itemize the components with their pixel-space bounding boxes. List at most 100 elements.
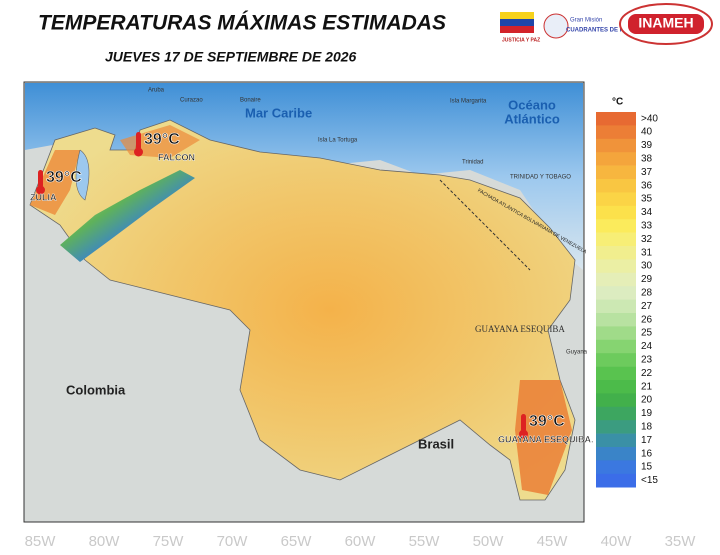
legend-label: 33: [641, 221, 653, 232]
legend-label: 30: [641, 261, 653, 272]
legend-swatch: [596, 286, 636, 300]
longitude-label: 60W: [345, 533, 377, 550]
subtitle: JUEVES 17 DE SEPTIEMBRE DE 2026: [105, 49, 357, 65]
legend-swatch: [596, 460, 636, 474]
legend-label: 21: [641, 381, 653, 392]
legend-label: 20: [641, 395, 653, 406]
thermometer: [38, 170, 43, 188]
thermometer: [134, 148, 143, 157]
legend-label: 25: [641, 328, 653, 339]
legend-swatch: [596, 353, 636, 367]
longitude-label: 70W: [217, 533, 249, 550]
legend-swatch: [596, 340, 636, 354]
territory-label: GUAYANA ESEQUIBA: [475, 324, 565, 334]
longitude-label: 55W: [409, 533, 441, 550]
longitude-label: 35W: [665, 533, 697, 550]
legend-swatch: [596, 125, 636, 139]
longitude-label: 40W: [601, 533, 633, 550]
legend-swatch: [596, 233, 636, 247]
legend-swatch: [596, 407, 636, 421]
logo-text: INAMEH: [638, 15, 693, 31]
sea-label: Atlántico: [504, 111, 560, 126]
legend-swatch: [596, 139, 636, 153]
longitude-label: 65W: [281, 533, 313, 550]
legend-unit: °C: [612, 97, 623, 108]
legend-swatch: [596, 179, 636, 193]
longitude-label: 75W: [153, 533, 185, 550]
logo-text: Gran Misión: [570, 18, 602, 24]
highlight-value: 39°C: [529, 413, 565, 430]
thermometer: [136, 132, 141, 150]
highlight-place: ZULIA: [30, 192, 57, 202]
legend: >40 40 39 38 37 36 35 34 33 32 31 30 29 28 27 26 25 24 23 2…: [596, 112, 658, 488]
country-label: Guyana: [566, 350, 588, 356]
legend-label: 37: [641, 167, 653, 178]
legend-swatch: [596, 367, 636, 381]
legend-swatch: [596, 112, 636, 126]
highlight-place: FALCON: [158, 152, 195, 162]
legend-label: 18: [641, 422, 653, 433]
legend-swatch: [596, 152, 636, 166]
legend-swatch: [596, 447, 636, 461]
logo-text: JUSTICIA Y PAZ: [502, 37, 540, 43]
legend-label: 35: [641, 194, 653, 205]
legend-label: 34: [641, 207, 653, 218]
legend-label: 27: [641, 301, 653, 312]
title: TEMPERATURAS MÁXIMAS ESTIMADAS: [38, 12, 446, 35]
legend-swatch: [596, 300, 636, 314]
highlight-value: 39°C: [144, 131, 180, 148]
island-label: Bonaire: [240, 98, 261, 104]
sea-label: Mar Caribe: [245, 105, 312, 120]
legend-swatch: [596, 246, 636, 260]
island-label: Isla La Tortuga: [318, 138, 358, 144]
legend-label: 16: [641, 448, 653, 459]
legend-label: 39: [641, 140, 653, 151]
legend-label: 38: [641, 154, 653, 165]
country-label: TRINIDAD Y TOBAGO: [510, 175, 571, 181]
highlight-value: 39°C: [46, 169, 82, 186]
logos: JUSTICIA Y PAZ Gran Misión CUADRANTES DE…: [500, 4, 712, 44]
country-label: Colombia: [66, 382, 126, 397]
legend-label: 29: [641, 274, 653, 285]
legend-label: 26: [641, 314, 653, 325]
legend-swatch: [596, 326, 636, 340]
legend-label: 22: [641, 368, 653, 379]
legend-label: 23: [641, 355, 653, 366]
legend-swatch: [596, 259, 636, 273]
longitude-label: 85W: [25, 533, 57, 550]
legend-label: 19: [641, 408, 653, 419]
legend-swatch: [596, 219, 636, 233]
legend-swatch: [596, 206, 636, 220]
legend-swatch: [596, 273, 636, 287]
legend-label: 24: [641, 341, 653, 352]
legend-label: >40: [641, 113, 658, 124]
legend-swatch: [596, 393, 636, 407]
legend-swatch: [596, 434, 636, 448]
country-label: Brasil: [418, 436, 454, 451]
longitude-labels: 85W 80W 75W 70W 65W 60W 55W 50W 45W 40W 35W: [25, 533, 697, 550]
legend-label: 17: [641, 435, 653, 446]
legend-swatch: [596, 380, 636, 394]
thermometer: [521, 414, 526, 432]
legend-swatch: [596, 313, 636, 327]
island-label: Trinidad: [462, 160, 483, 166]
island-label: Aruba: [148, 88, 165, 94]
sea-label: Océano: [508, 97, 556, 112]
legend-label: 28: [641, 288, 653, 299]
legend-label: 40: [641, 127, 653, 138]
longitude-label: 80W: [89, 533, 121, 550]
longitude-label: 45W: [537, 533, 569, 550]
legend-swatch: [596, 166, 636, 180]
legend-swatch: [596, 192, 636, 206]
legend-swatch: [596, 474, 636, 488]
legend-label: 36: [641, 180, 653, 191]
highlight-place: GUAYANA ESEQUIBA.: [498, 434, 594, 444]
longitude-label: 50W: [473, 533, 505, 550]
island-label: Isla Margarita: [450, 99, 487, 105]
legend-label: 31: [641, 247, 653, 258]
legend-swatch: [596, 420, 636, 434]
legend-label: 32: [641, 234, 653, 245]
legend-label: <15: [641, 475, 658, 486]
